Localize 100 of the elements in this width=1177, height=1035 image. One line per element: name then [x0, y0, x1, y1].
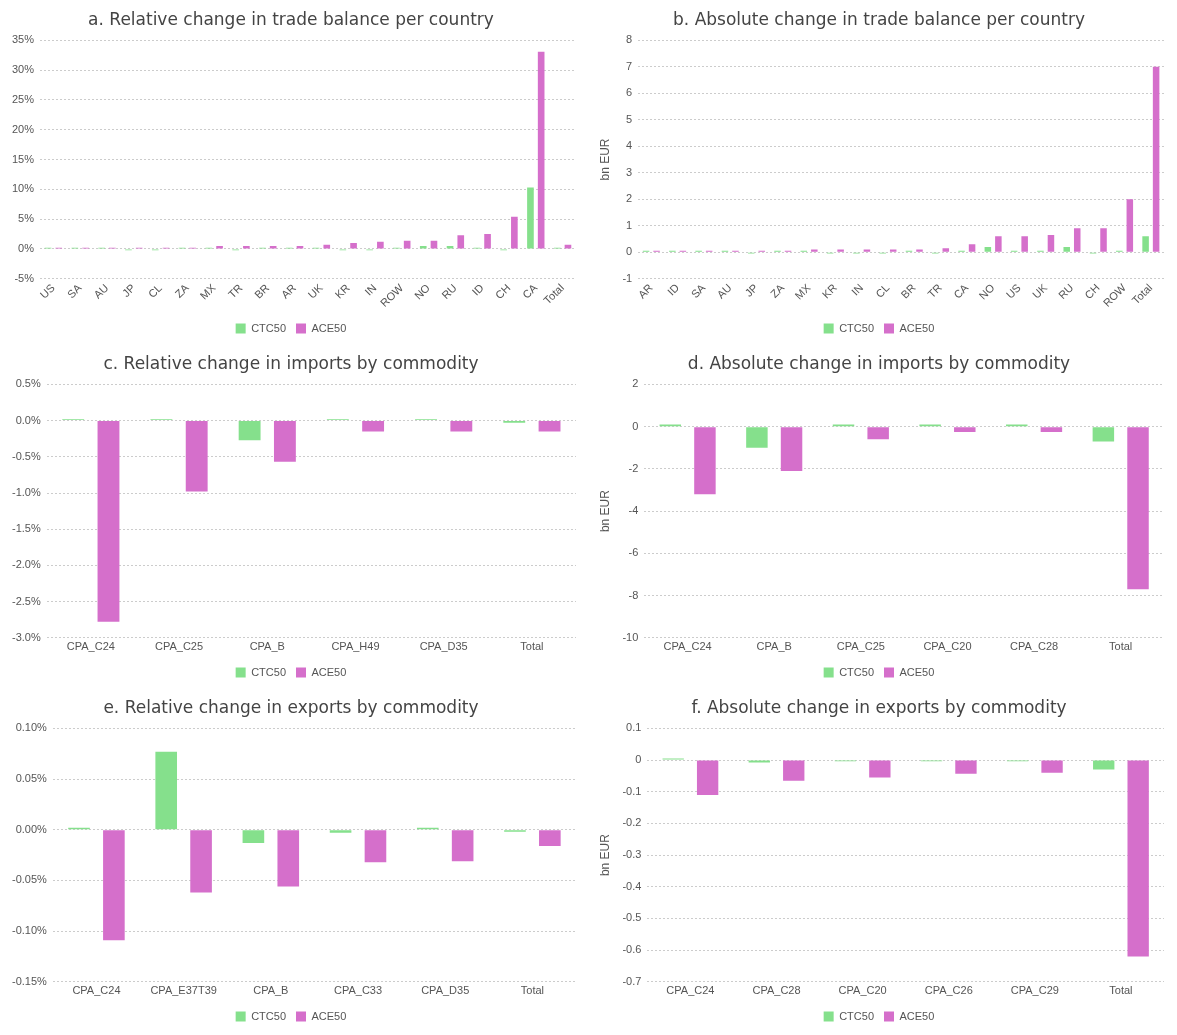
x-tick-label: CL	[145, 281, 165, 300]
x-tick-label: SA	[688, 280, 708, 301]
y-tick-label: -2.5%	[11, 594, 41, 607]
legend-label: CTC50	[251, 665, 286, 678]
x-tick-label: US	[37, 281, 57, 301]
legend-label: CTC50	[839, 665, 874, 678]
bar	[451, 830, 474, 862]
bar	[1073, 228, 1081, 252]
bar	[1142, 236, 1149, 252]
y-tick-label: 0.1	[626, 721, 642, 734]
x-tick-label: CPA_C28	[1010, 640, 1059, 653]
x-tick-label: MX	[197, 281, 219, 302]
chart-title: f. Absolute change in exports by commodity	[691, 696, 1067, 717]
y-tick-label: 0.5%	[15, 377, 41, 390]
x-tick-label: CPA_C24	[663, 640, 712, 653]
x-tick-label: UK	[305, 281, 326, 301]
x-tick-label: US	[1003, 281, 1023, 301]
y-tick-label: 30%	[11, 63, 35, 76]
y-tick-label: -0.3	[622, 848, 642, 861]
x-tick-label: ZA	[172, 281, 192, 300]
y-tick-label: -4	[628, 504, 639, 517]
y-tick-label: 15%	[11, 152, 35, 165]
x-tick-label: CPA_C28	[752, 984, 801, 997]
y-tick-label: 0%	[18, 242, 35, 255]
x-tick-label: AR	[278, 281, 299, 301]
bar	[539, 830, 561, 846]
y-tick-label: -0.05%	[11, 873, 48, 886]
bar	[350, 243, 357, 249]
y-tick-label: 0.00%	[15, 822, 48, 835]
legend-label: ACE50	[311, 665, 347, 678]
x-tick-label: CPA_C20	[838, 984, 887, 997]
bar	[1126, 199, 1134, 252]
y-tick-label: -1	[622, 271, 633, 284]
y-tick-label: -0.4	[622, 879, 642, 892]
y-tick-label: 0.05%	[15, 772, 48, 785]
bar	[1152, 66, 1160, 252]
y-tick-label: -0.6	[622, 943, 642, 956]
y-tick-label: -0.5	[622, 911, 642, 924]
bar	[190, 830, 212, 893]
y-axis-title: bn EUR	[597, 833, 612, 877]
x-tick-label: BR	[252, 281, 272, 301]
x-tick-label: KR	[819, 281, 839, 301]
y-tick-label: 0	[635, 753, 642, 766]
x-tick-label: CPA_C29	[1010, 984, 1059, 997]
bar	[242, 830, 265, 843]
x-tick-label: CPA_C24	[66, 640, 115, 653]
x-tick-label: CPA_C25	[155, 640, 204, 653]
y-tick-label: -3.0%	[11, 630, 41, 643]
legend-label: CTC50	[251, 1009, 286, 1022]
y-tick-label: -5%	[14, 271, 35, 284]
x-tick-label: BR	[898, 281, 918, 301]
y-axis-title: bn EUR	[597, 138, 612, 181]
x-tick-label: CPA_H49	[331, 640, 380, 653]
x-tick-label: JP	[742, 281, 761, 299]
y-tick-label: -2	[628, 461, 639, 474]
bar	[537, 51, 545, 249]
y-tick-label: -10	[622, 630, 639, 643]
bar	[484, 234, 491, 249]
x-tick-label: MX	[792, 280, 814, 302]
x-tick-label: CPA_C25	[836, 640, 885, 653]
y-tick-label: -1.0%	[11, 486, 41, 499]
legend-label: CTC50	[839, 1009, 874, 1022]
y-tick-label: -0.10%	[11, 924, 48, 937]
x-tick-label: Total	[520, 640, 544, 653]
y-tick-label: 5	[626, 112, 633, 125]
x-tick-label: UK	[1029, 280, 1050, 301]
y-tick-label: 0	[626, 245, 633, 258]
y-tick-label: 0	[632, 419, 639, 432]
y-tick-label: 8	[626, 33, 633, 46]
y-tick-label: -8	[628, 588, 639, 601]
x-tick-label: TR	[225, 281, 245, 301]
bar	[457, 235, 465, 249]
bar	[995, 236, 1002, 252]
x-tick-label: CPA_C33	[333, 984, 383, 997]
y-tick-label: -0.15%	[11, 974, 48, 987]
legend-label: CTC50	[251, 321, 286, 334]
y-tick-label: 0.10%	[15, 721, 48, 734]
chart-title: e. Relative change in exports by commodity	[103, 696, 479, 717]
y-tick-label: 0.0%	[15, 413, 41, 426]
x-tick-label: IN	[848, 281, 866, 298]
x-tick-label: Total	[1109, 984, 1133, 997]
x-tick-label: CH	[1082, 281, 1102, 302]
bar	[916, 249, 923, 252]
bar	[837, 249, 844, 252]
y-tick-label: 25%	[11, 93, 35, 106]
x-tick-label: ID	[469, 281, 486, 298]
legend-label: ACE50	[311, 321, 347, 334]
x-tick-label: SA	[64, 281, 85, 301]
x-tick-label: CPA_B	[249, 640, 285, 653]
bar	[511, 216, 518, 249]
bar	[377, 241, 384, 249]
y-tick-label: 5%	[18, 212, 35, 225]
chart-title: a. Relative change in trade balance per country	[88, 8, 494, 29]
x-tick-label: ID	[664, 281, 682, 298]
chart-title: b. Absolute change in trade balance per country	[673, 8, 1085, 29]
bar	[103, 830, 125, 941]
bar	[527, 187, 534, 249]
y-tick-label: 3	[626, 165, 633, 178]
bar	[1100, 228, 1107, 252]
x-tick-label: AU	[91, 281, 111, 301]
